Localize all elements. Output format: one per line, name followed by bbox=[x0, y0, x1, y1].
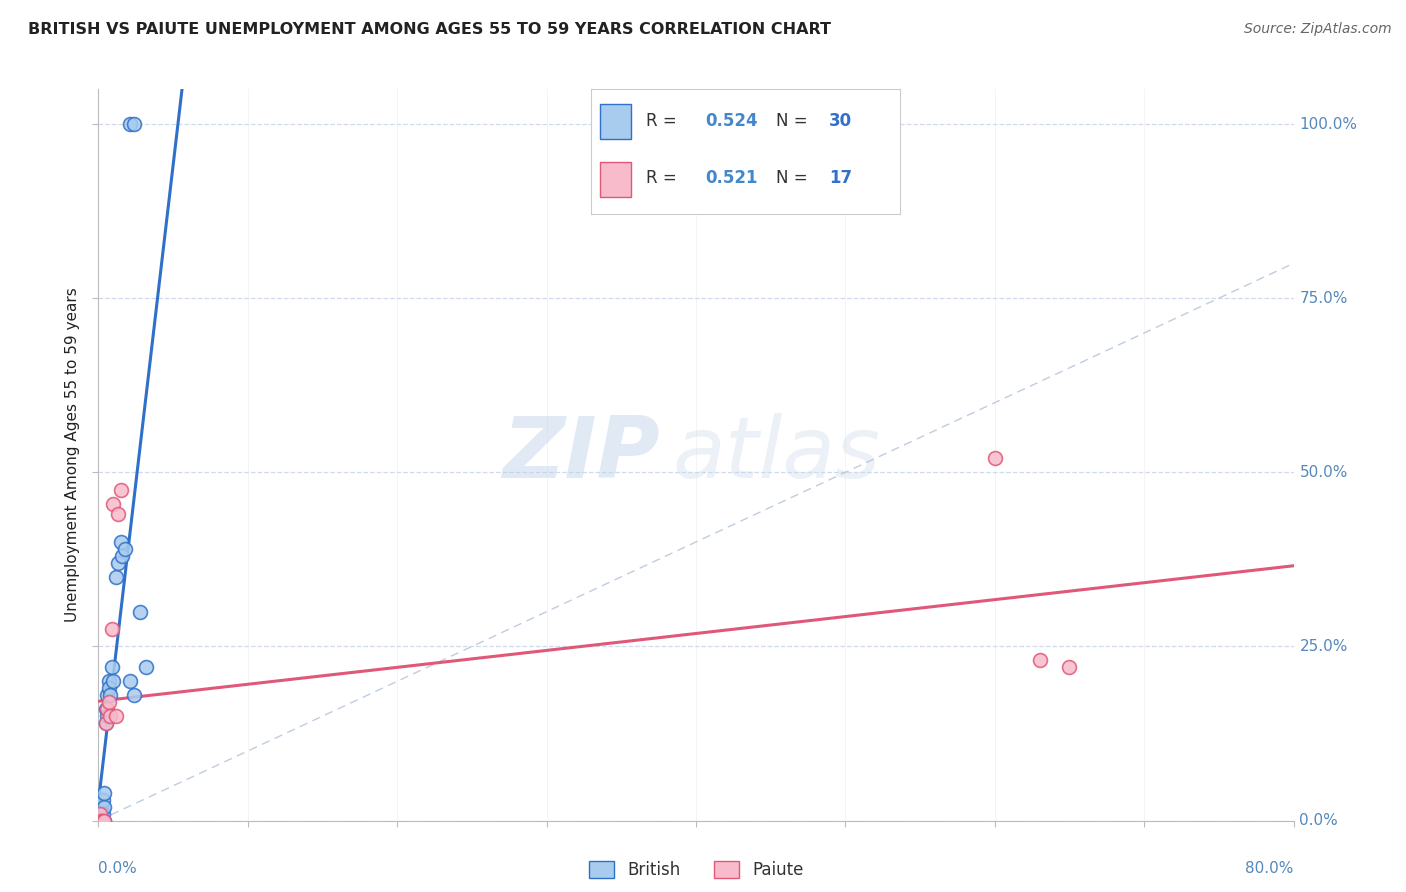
Point bbox=[111, 549, 134, 563]
Text: R =: R = bbox=[647, 112, 682, 130]
Text: N =: N = bbox=[776, 112, 813, 130]
Point bbox=[89, 806, 111, 821]
Point bbox=[96, 702, 118, 716]
Text: 80.0%: 80.0% bbox=[1246, 861, 1294, 876]
Point bbox=[1059, 660, 1081, 674]
Text: 75.0%: 75.0% bbox=[1299, 291, 1348, 306]
Text: 17: 17 bbox=[828, 169, 852, 187]
Point bbox=[93, 786, 115, 800]
Point bbox=[90, 799, 112, 814]
Bar bbox=[600, 104, 631, 139]
Point bbox=[101, 660, 124, 674]
Point bbox=[110, 483, 132, 497]
Text: N =: N = bbox=[776, 169, 813, 187]
Y-axis label: Unemployment Among Ages 55 to 59 years: Unemployment Among Ages 55 to 59 years bbox=[65, 287, 80, 623]
Point bbox=[97, 681, 120, 696]
Point bbox=[135, 660, 157, 674]
Point bbox=[97, 674, 120, 689]
Point bbox=[94, 702, 117, 716]
Point bbox=[983, 451, 1005, 466]
Text: 30: 30 bbox=[828, 112, 852, 130]
Text: 0.0%: 0.0% bbox=[98, 861, 138, 876]
Point bbox=[96, 688, 118, 702]
Point bbox=[107, 556, 129, 570]
Text: ZIP: ZIP bbox=[502, 413, 661, 497]
Point bbox=[118, 117, 141, 131]
Point bbox=[91, 806, 114, 821]
Bar bbox=[600, 161, 631, 196]
Point bbox=[97, 695, 120, 709]
Point bbox=[101, 622, 124, 636]
Text: 0.0%: 0.0% bbox=[1299, 814, 1339, 828]
Text: 100.0%: 100.0% bbox=[1299, 117, 1358, 131]
Point bbox=[98, 688, 122, 702]
Point bbox=[1028, 653, 1050, 667]
Point bbox=[96, 709, 118, 723]
Point bbox=[93, 814, 115, 828]
Point bbox=[98, 709, 122, 723]
Point bbox=[105, 570, 128, 584]
Point bbox=[105, 709, 128, 723]
Text: BRITISH VS PAIUTE UNEMPLOYMENT AMONG AGES 55 TO 59 YEARS CORRELATION CHART: BRITISH VS PAIUTE UNEMPLOYMENT AMONG AGE… bbox=[28, 22, 831, 37]
Point bbox=[124, 117, 146, 131]
Text: R =: R = bbox=[647, 169, 682, 187]
Text: 50.0%: 50.0% bbox=[1299, 465, 1348, 480]
Legend: British, Paiute: British, Paiute bbox=[582, 854, 810, 886]
Point bbox=[94, 716, 117, 731]
Point bbox=[90, 814, 112, 828]
Text: Source: ZipAtlas.com: Source: ZipAtlas.com bbox=[1244, 22, 1392, 37]
Point bbox=[93, 799, 115, 814]
Point bbox=[103, 674, 125, 689]
Text: 25.0%: 25.0% bbox=[1299, 639, 1348, 654]
Point bbox=[91, 814, 114, 828]
Text: atlas: atlas bbox=[672, 413, 880, 497]
Point bbox=[107, 507, 129, 521]
Text: 0.524: 0.524 bbox=[704, 112, 758, 130]
Point bbox=[89, 814, 111, 828]
Point bbox=[110, 535, 132, 549]
Point bbox=[89, 806, 111, 821]
Point bbox=[91, 814, 114, 828]
Text: 0.521: 0.521 bbox=[704, 169, 758, 187]
Point bbox=[91, 793, 114, 807]
Point bbox=[129, 605, 152, 619]
Point bbox=[90, 814, 112, 828]
Point bbox=[124, 688, 146, 702]
Point bbox=[93, 814, 115, 828]
Point bbox=[114, 541, 136, 556]
Point bbox=[103, 497, 125, 511]
Point bbox=[118, 674, 141, 689]
Point bbox=[94, 716, 117, 731]
Point bbox=[89, 814, 111, 828]
